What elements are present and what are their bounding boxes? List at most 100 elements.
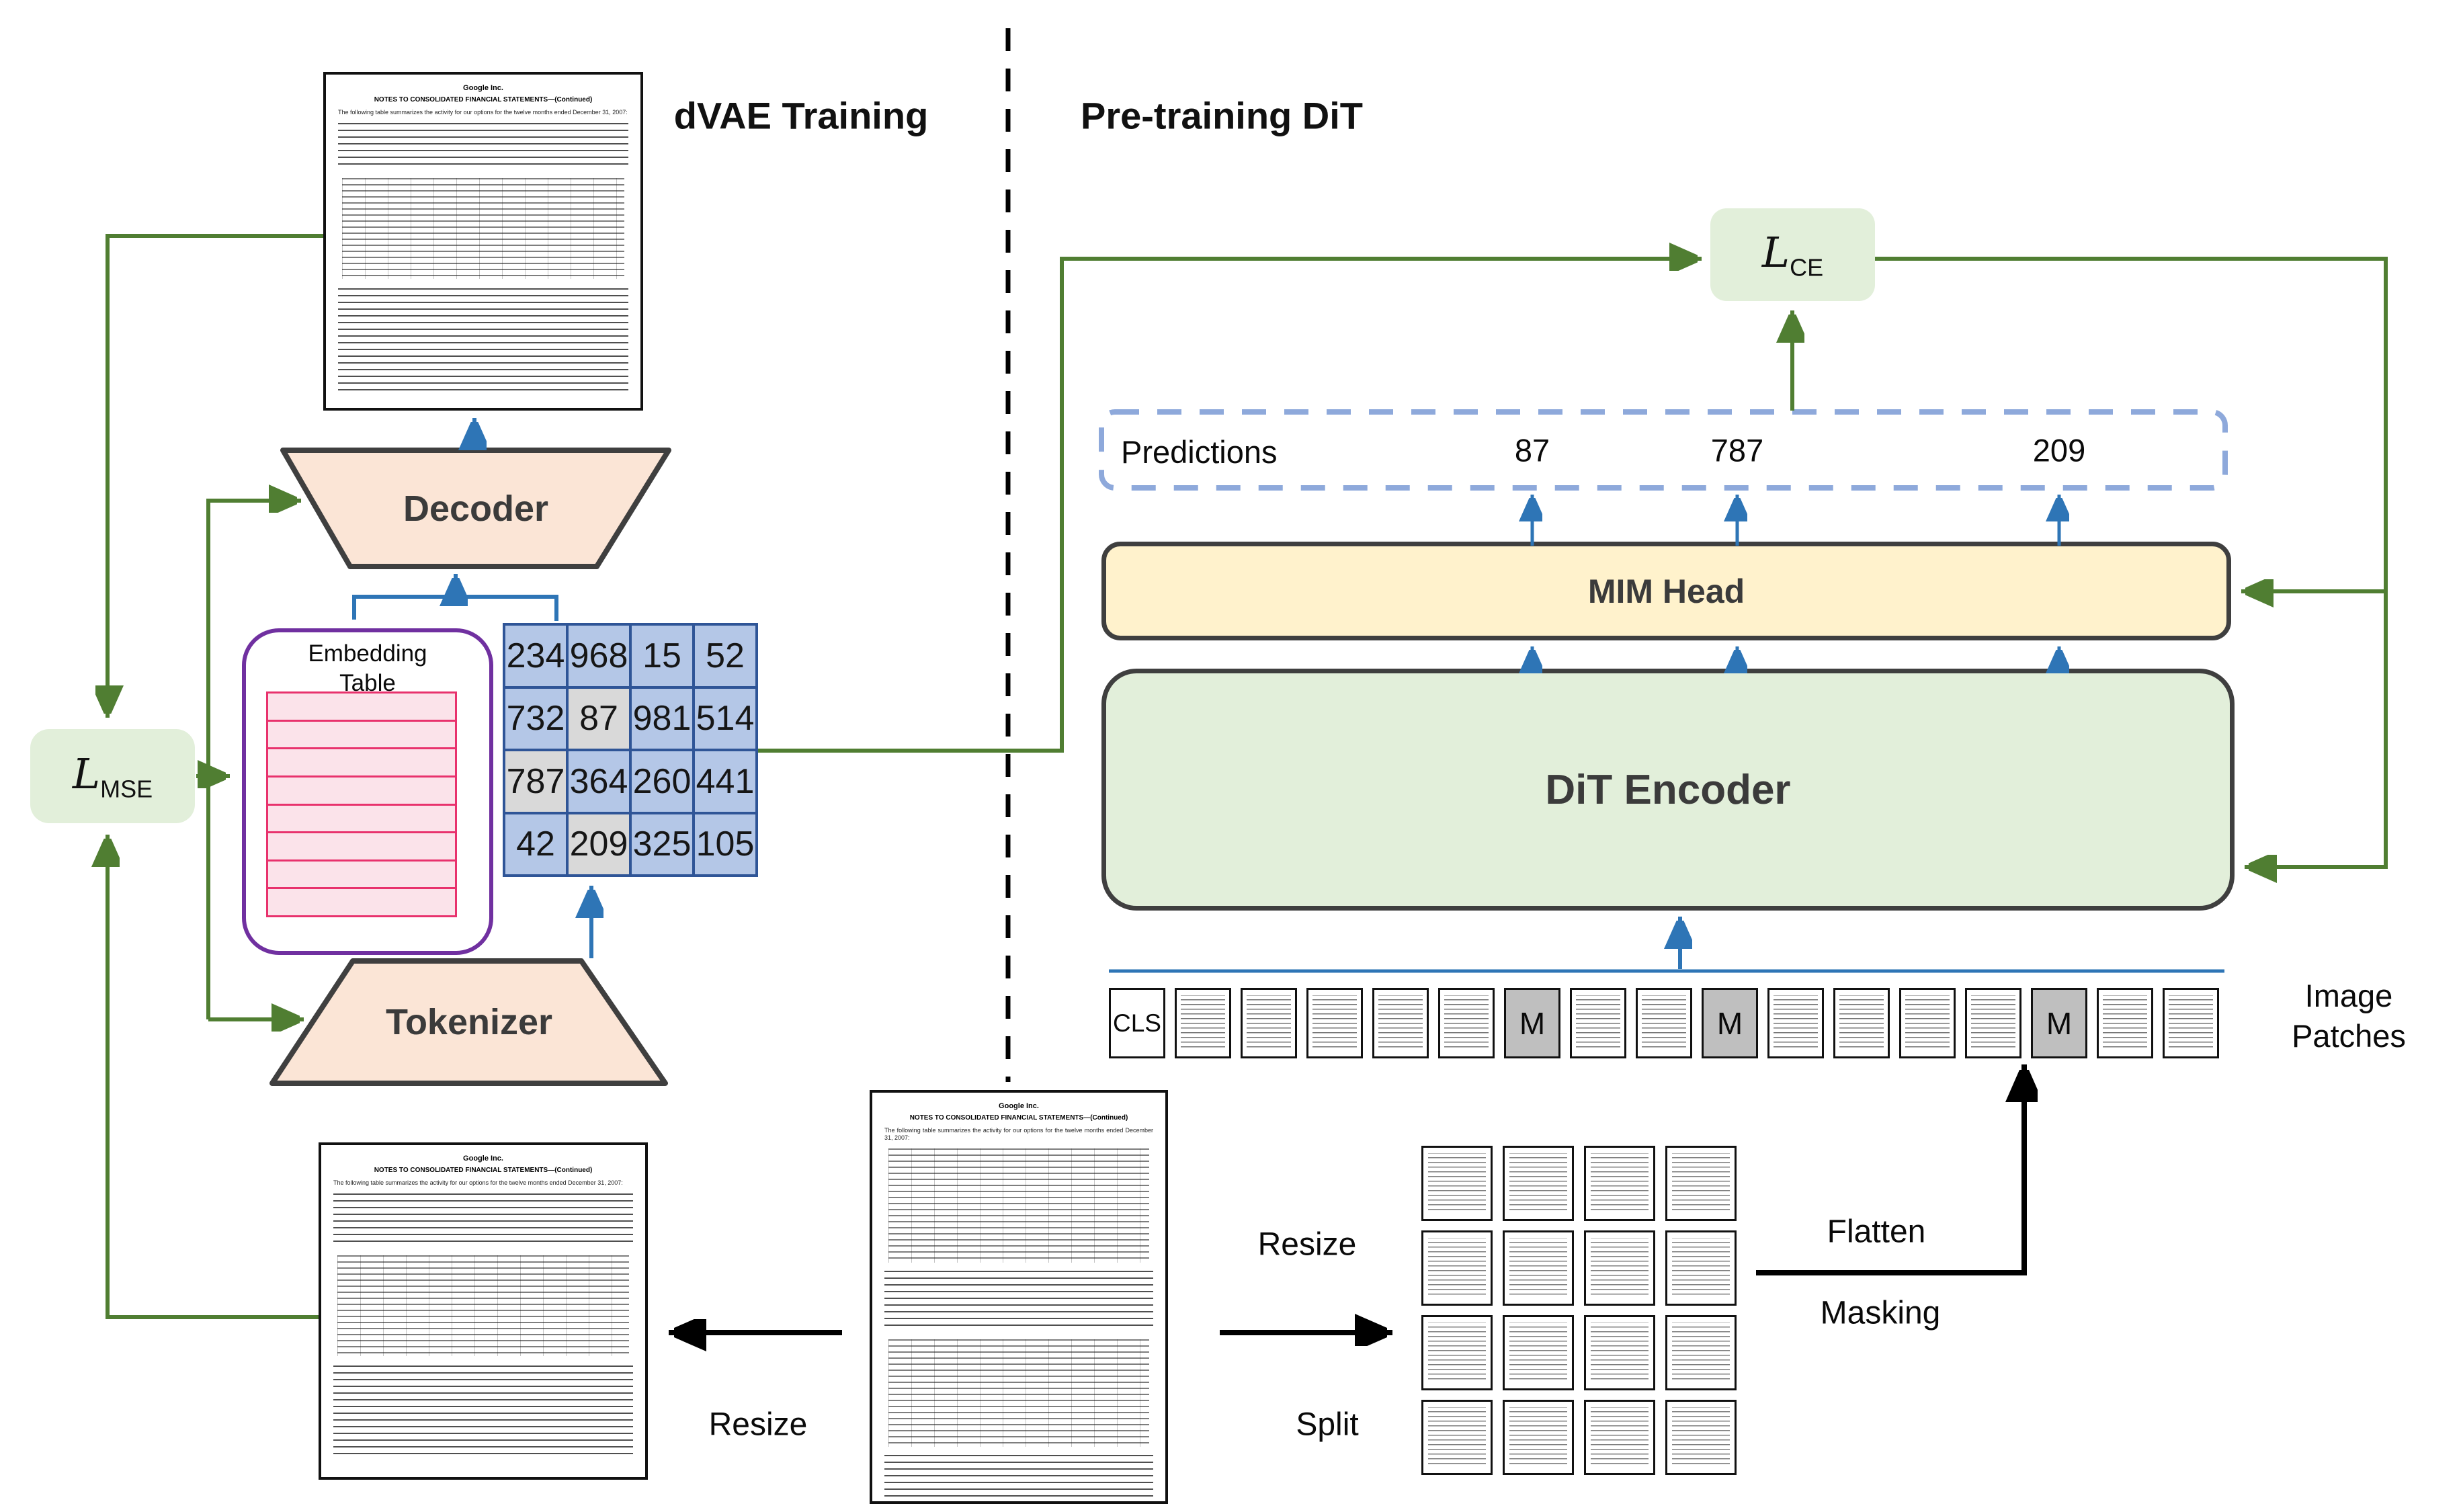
document-snippet: The following table summarizes the activ… [333,1179,623,1186]
resize-label-right: Resize [1257,1226,1357,1263]
image-patch-token [1372,988,1429,1058]
prediction-value: 87 [1514,432,1550,468]
token-cell: 732 [505,688,566,749]
split-patch-tile [1503,1400,1574,1475]
image-patch-token [1767,988,1824,1058]
flatten-label: Flatten [1827,1214,1926,1250]
image-patch-token [2097,988,2153,1058]
mse-loss-box: LMSE [30,729,195,823]
split-patch-tile [1421,1230,1493,1306]
document-text-lines [333,1193,633,1247]
prediction-value: 787 [1710,432,1764,468]
prediction-value: 209 [2032,432,2086,468]
token-cell: 260 [632,751,692,812]
document-heading: NOTES TO CONSOLIDATED FINANCIAL STATEMEN… [374,96,593,103]
decoder-trapezoid [280,448,671,569]
dit-encoder-label: DiT Encoder [1545,766,1791,813]
document-text-lines [338,288,628,396]
split-patch-tile [1584,1230,1655,1306]
document-heading: NOTES TO CONSOLIDATED FINANCIAL STATEMEN… [374,1167,593,1174]
mse-loss-label: LMSE [72,749,153,803]
split-patch-tile [1421,1146,1493,1221]
image-patch-token [1570,988,1626,1058]
split-patch-tile [1503,1315,1574,1390]
document-text-lines [884,1271,1153,1331]
token-cell: 364 [569,751,629,812]
document-text-lines [333,1366,633,1460]
embedding-row [266,691,457,722]
split-patch-tile [1584,1315,1655,1390]
masked-patch-token: M [1504,988,1560,1058]
tokenizer-label: Tokenizer [385,1002,553,1042]
right-section-title: Pre-training DiT [1080,94,1364,137]
masked-patch-token: M [1702,988,1758,1058]
split-patch-tile [1421,1400,1493,1475]
resize-label-left: Resize [708,1406,808,1443]
token-cell: 514 [695,688,755,749]
document-table [888,1339,1149,1447]
input-document-image: Google Inc. NOTES TO CONSOLIDATED FINANC… [319,1142,648,1480]
token-cell: 441 [695,751,755,812]
token-cell: 325 [632,814,692,874]
dit-encoder-box: DiT Encoder [1101,669,2235,911]
image-patch-token [1241,988,1297,1058]
decoder-label: Decoder [403,489,549,529]
token-cell: 87 [569,688,629,749]
split-patch-tile [1665,1400,1737,1475]
token-cell: 209 [569,814,629,874]
split-patch-tile [1421,1315,1493,1390]
split-patch-grid [1421,1146,1751,1485]
embedding-row [266,831,457,862]
image-patch-token [1175,988,1231,1058]
split-patch-tile [1584,1400,1655,1475]
document-company: Google Inc. [463,84,503,92]
image-patch-token [1833,988,1890,1058]
cls-token: CLS [1109,988,1165,1058]
visual-token-grid: 234 968 15 52 732 87 981 514 787 364 260 441 42 209 32… [503,623,758,877]
document-snippet: The following table summarizes the activ… [338,109,628,116]
image-patch-token [1965,988,2021,1058]
split-patch-tile [1665,1230,1737,1306]
document-heading: NOTES TO CONSOLIDATED FINANCIAL STATEMEN… [909,1114,1128,1122]
embedding-row [266,747,457,778]
reconstructed-document-image: Google Inc. NOTES TO CONSOLIDATED FINANC… [323,72,643,411]
document-text-lines [884,1455,1153,1501]
resized-document-image: Google Inc. NOTES TO CONSOLIDATED FINANC… [870,1090,1168,1504]
left-section-title: dVAE Training [673,94,929,137]
document-company: Google Inc. [999,1102,1039,1110]
embedding-row [266,859,457,890]
document-table [337,1255,629,1356]
embedding-rows [266,691,457,917]
token-cell: 42 [505,814,566,874]
embedding-row [266,887,457,917]
image-patch-token [1899,988,1956,1058]
token-cell: 787 [505,751,566,812]
mim-head-box: MIM Head [1101,542,2231,640]
document-text-lines [338,123,628,170]
embedding-row [266,803,457,834]
image-patch-token [1306,988,1363,1058]
flattened-patch-sequence: CLS M M M [1109,988,2224,1058]
token-cell: 981 [632,688,692,749]
document-table [342,178,624,279]
split-patch-tile [1503,1146,1574,1221]
split-patch-tile [1503,1230,1574,1306]
embedding-table: Embedding Table [242,628,493,955]
ce-loss-box: LCE [1710,208,1875,301]
split-patch-tile [1665,1146,1737,1221]
token-cell: 52 [695,626,755,686]
embedding-row [266,775,457,806]
masked-patch-token: M [2031,988,2087,1058]
predictions-label: Predictions [1121,434,1278,470]
token-cell: 105 [695,814,755,874]
token-cell: 234 [505,626,566,686]
masking-label: Masking [1820,1295,1941,1331]
embedding-row [266,719,457,750]
ce-loss-label: LCE [1761,227,1824,282]
image-patches-label: Image Patches [2292,978,2406,1054]
mim-head-label: MIM Head [1587,572,1745,610]
split-patch-tile [1665,1315,1737,1390]
image-patch-token [1438,988,1495,1058]
document-snippet: The following table summarizes the activ… [884,1127,1153,1141]
